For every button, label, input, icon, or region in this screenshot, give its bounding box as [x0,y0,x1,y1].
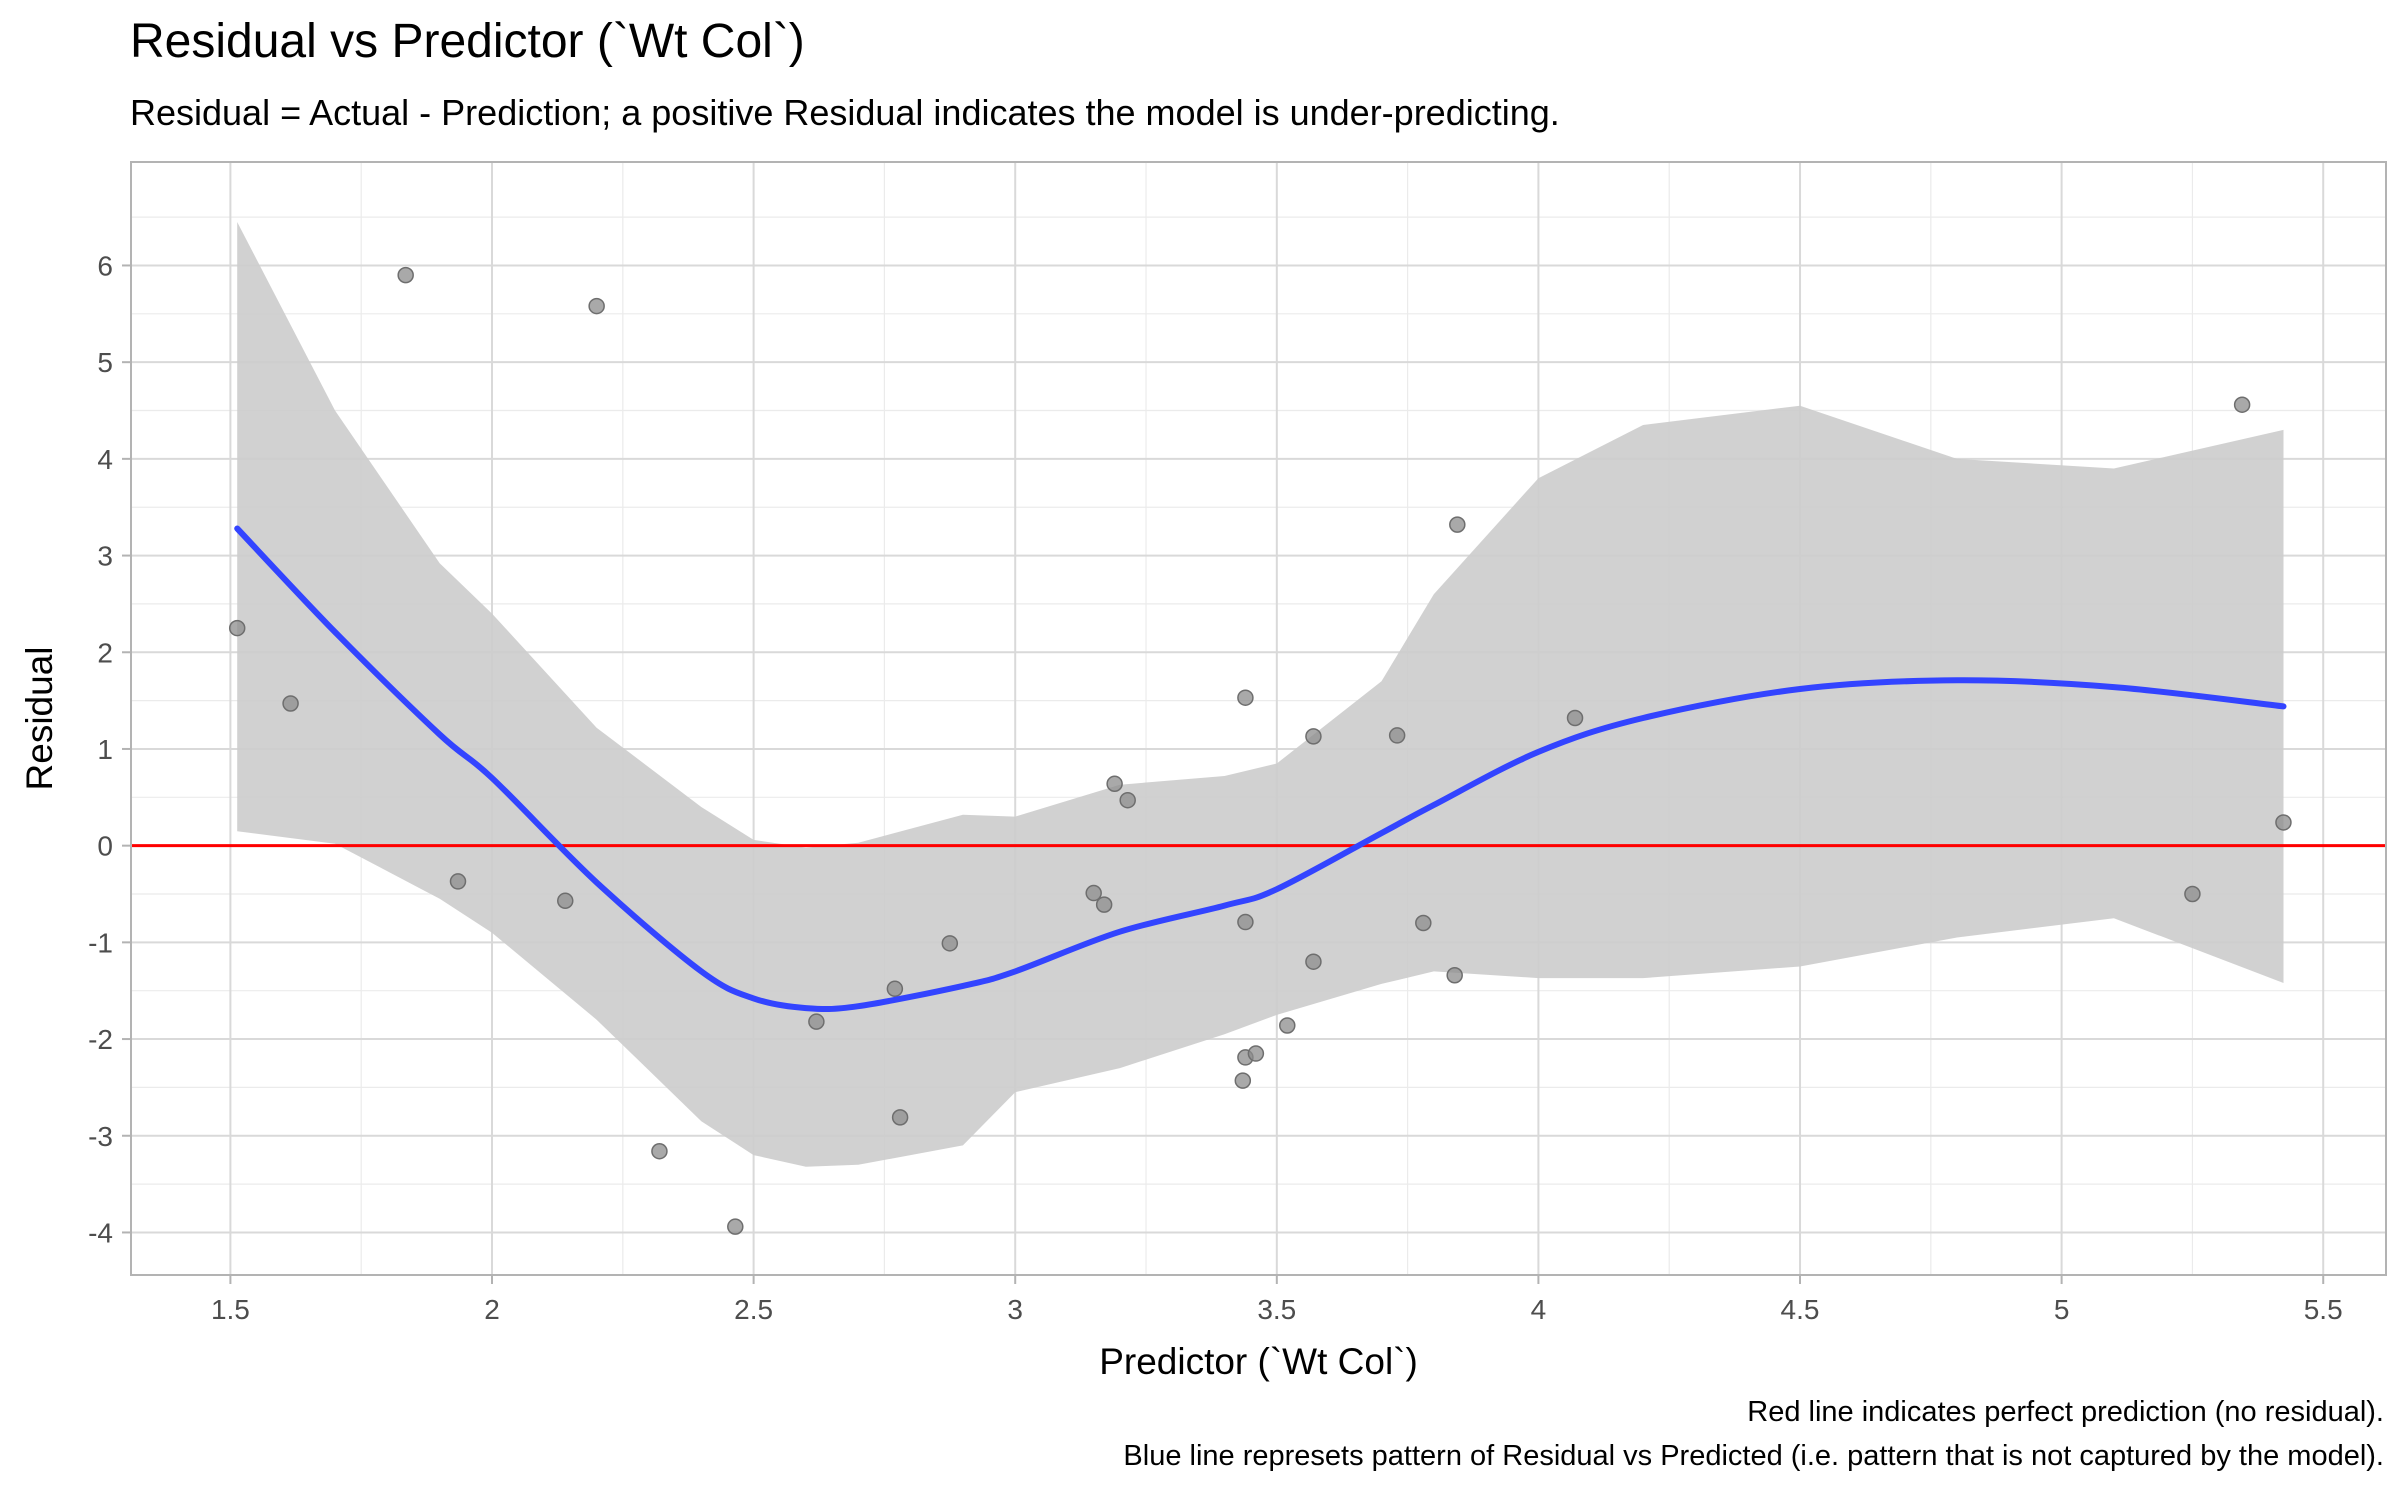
data-point [2184,885,2201,903]
data-point [1449,516,1466,533]
data-point [557,892,574,910]
data-point [1119,791,1136,809]
data-point [886,980,904,998]
data-point [941,935,959,952]
y-tick-label: 5 [97,347,113,378]
x-tick-label: 4 [1531,1294,1547,1325]
chart-subtitle: Residual = Actual - Prediction; a positi… [130,92,1560,133]
data-point [1279,1017,1296,1034]
x-tick-label: 3.5 [1257,1294,1296,1325]
y-tick-label: -1 [88,927,113,958]
data-point [1388,727,1406,744]
y-tick-label: 3 [97,541,113,572]
x-tick-label: 4.5 [1781,1294,1820,1325]
data-point [1106,775,1123,793]
y-tick-label: -2 [88,1024,113,1055]
residual-points [228,266,2292,1235]
x-tick-label: 5 [2054,1294,2070,1325]
data-point [891,1109,909,1126]
y-tick-label: 4 [97,444,113,475]
caption-line-1: Red line indicates perfect prediction (n… [1747,1396,2384,1428]
panel-border [130,161,2387,1276]
y-tick-label: 2 [97,637,113,668]
data-point [1305,728,1322,745]
x-tick-label: 2 [484,1294,500,1325]
smooth-trend-line [234,525,2287,1013]
x-tick-label: 2.5 [734,1294,773,1325]
data-point [282,695,299,712]
data-point [1237,689,1254,706]
y-axis-ticks: -4 -3 -2 -1 0 1 2 3 4 5 6 [88,250,131,1248]
x-tick-label: 5.5 [2304,1294,2343,1325]
data-point [588,297,605,315]
y-tick-label: -3 [88,1121,113,1152]
data-point [449,873,467,890]
caption-line-2: Blue line represets pattern of Residual … [1123,1440,2384,1472]
data-point [1566,709,1584,727]
data-point [1085,884,1102,902]
y-axis-title: Residual [19,647,60,791]
data-point [397,266,414,284]
data-point [1234,1072,1252,1089]
confidence-band [237,222,2284,1167]
chart-title: Residual vs Predictor (`Wt Col`) [130,15,805,68]
data-point [1247,1045,1265,1062]
data-point [2233,396,2251,413]
data-point [228,619,246,637]
data-point [1305,953,1322,970]
x-axis-ticks: 1.5 2 2.5 3 3.5 4 4.5 5 5.5 [211,1275,2343,1325]
y-tick-label: 6 [97,250,113,281]
data-point [651,1142,668,1160]
data-point [1415,914,1432,932]
x-tick-label: 1.5 [211,1294,250,1325]
data-point [808,1013,825,1030]
x-tick-label: 3 [1007,1294,1023,1325]
y-tick-label: -4 [88,1217,113,1248]
data-point [727,1218,744,1235]
y-tick-label: 1 [97,734,113,765]
data-point [1446,966,1463,984]
data-point [2275,814,2292,831]
y-tick-label: 0 [97,831,113,862]
data-point [1237,913,1254,931]
x-axis-title: Predictor (`Wt Col`) [1099,1341,1418,1382]
data-point [1095,896,1113,913]
